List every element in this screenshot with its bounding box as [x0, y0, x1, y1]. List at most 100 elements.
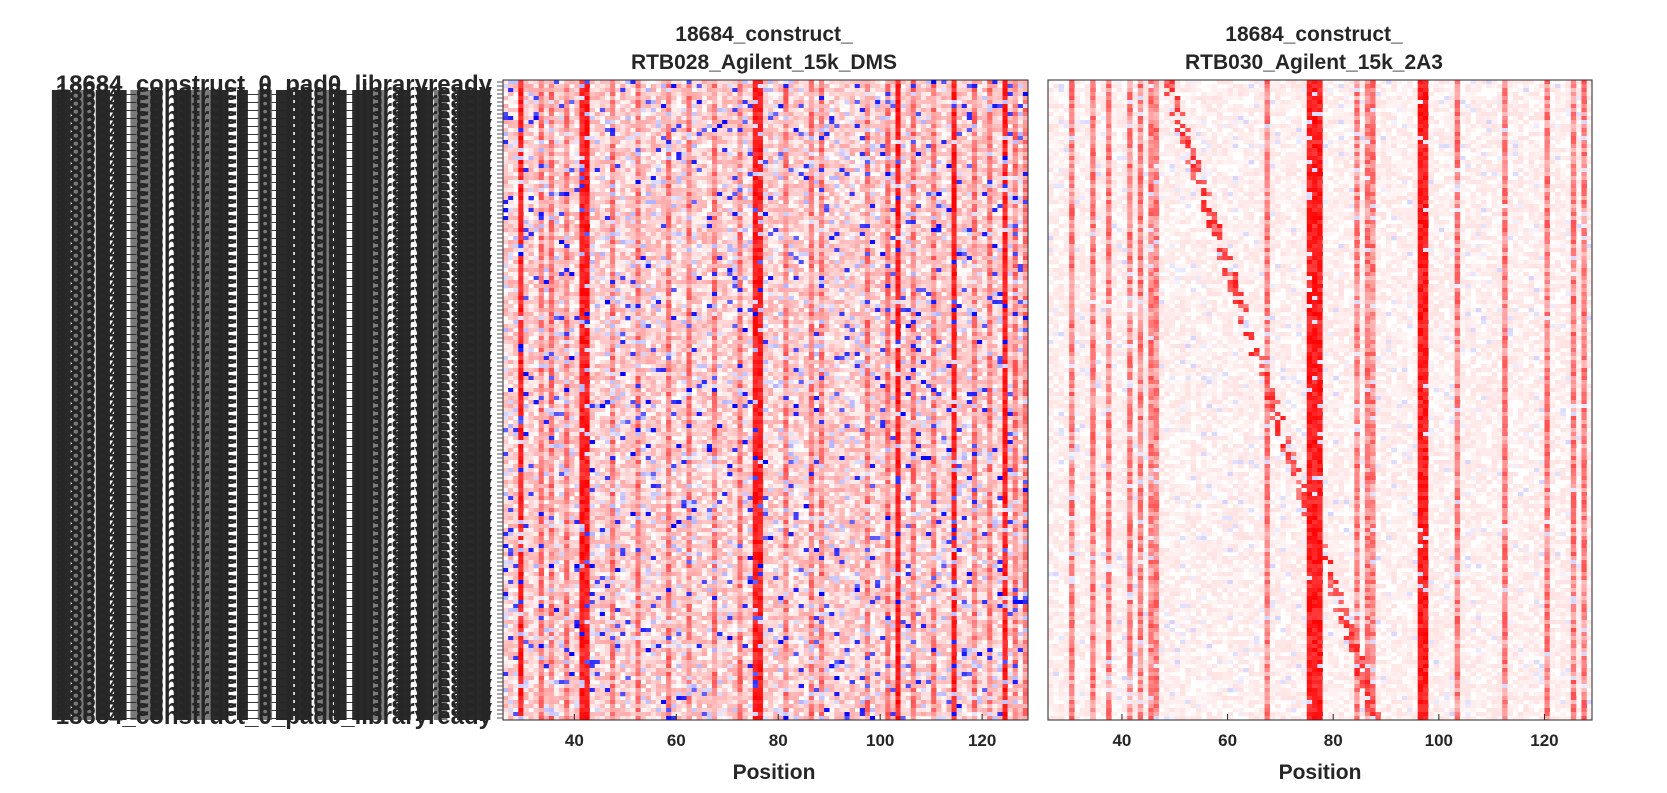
- heatmap-cell: [722, 232, 727, 236]
- heatmap-cell: [508, 112, 513, 116]
- heatmap-cell: [758, 144, 763, 148]
- heatmap-cell: [518, 160, 523, 164]
- heatmap-cell: [579, 96, 584, 100]
- heatmap-cell: [503, 204, 508, 208]
- heatmap-cell: [783, 228, 788, 232]
- heatmap-cell: [513, 196, 518, 200]
- heatmap-cell: [518, 92, 523, 96]
- heatmap-cell: [641, 140, 646, 144]
- heatmap-cell: [977, 196, 982, 200]
- heatmap-cell: [544, 216, 549, 220]
- heatmap-cell: [666, 208, 671, 212]
- heatmap-cell: [620, 152, 625, 156]
- heatmap-cell: [901, 240, 906, 244]
- heatmap-cell: [636, 132, 641, 136]
- heatmap-cell: [518, 240, 523, 244]
- heatmap-cell: [528, 108, 533, 112]
- heatmap-cell: [620, 168, 625, 172]
- heatmap-cell: [625, 272, 630, 276]
- heatmap-cell: [513, 136, 518, 140]
- heatmap-cell: [595, 272, 600, 276]
- heatmap-cell: [799, 268, 804, 272]
- heatmap-cell: [829, 244, 834, 248]
- heatmap-cell: [834, 112, 839, 116]
- heatmap-cell: [758, 200, 763, 204]
- heatmap-cell: [819, 132, 824, 136]
- heatmap-cell: [972, 160, 977, 164]
- heatmap-cell: [610, 252, 615, 256]
- heatmap-cell: [641, 260, 646, 264]
- heatmap-cell: [885, 188, 890, 192]
- heatmap-cell: [875, 148, 880, 152]
- heatmap-cell: [707, 136, 712, 140]
- heatmap-cell: [554, 84, 559, 88]
- heatmap-cell: [564, 96, 569, 100]
- heatmap-cell: [865, 144, 870, 148]
- heatmap-cell: [773, 208, 778, 212]
- heatmap-cell: [508, 120, 513, 124]
- heatmap-cell: [605, 276, 610, 280]
- heatmap-cell: [743, 232, 748, 236]
- heatmap-cell: [824, 204, 829, 208]
- heatmap-cell: [753, 96, 758, 100]
- heatmap-cell: [707, 172, 712, 176]
- heatmap-cell: [625, 192, 630, 196]
- heatmap-cell: [987, 104, 992, 108]
- heatmap-cell: [615, 216, 620, 220]
- heatmap-cell: [544, 100, 549, 104]
- heatmap-cell: [977, 100, 982, 104]
- heatmap-cell: [549, 244, 554, 248]
- heatmap-cell: [1023, 144, 1028, 148]
- heatmap-cell: [539, 276, 544, 280]
- heatmap-cell: [814, 192, 819, 196]
- heatmap-cell: [651, 236, 656, 240]
- heatmap-cell: [1008, 172, 1013, 176]
- heatmap-cell: [579, 232, 584, 236]
- heatmap-cell: [544, 84, 549, 88]
- heatmap-cell: [681, 112, 686, 116]
- heatmap-cell: [702, 80, 707, 84]
- heatmap-cell: [539, 212, 544, 216]
- heatmap-cell: [717, 132, 722, 136]
- heatmap-cell: [829, 252, 834, 256]
- heatmap-cell: [962, 144, 967, 148]
- heatmap-cell: [656, 256, 661, 260]
- heatmap-cell: [946, 192, 951, 196]
- heatmap-cell: [1013, 212, 1018, 216]
- heatmap-cell: [610, 132, 615, 136]
- heatmap-cell: [916, 236, 921, 240]
- heatmap-cell: [630, 132, 635, 136]
- heatmap-cell: [946, 236, 951, 240]
- heatmap-cell: [850, 188, 855, 192]
- heatmap-cell: [977, 124, 982, 128]
- heatmap-cell: [539, 144, 544, 148]
- heatmap-cell: [585, 112, 590, 116]
- heatmap-cell: [783, 196, 788, 200]
- heatmap-cell: [737, 168, 742, 172]
- heatmap-cell: [885, 136, 890, 140]
- heatmap-cell: [819, 228, 824, 232]
- heatmap-cell: [605, 136, 610, 140]
- heatmap-cell: [809, 136, 814, 140]
- heatmap-cell: [737, 256, 742, 260]
- heatmap-cell: [630, 148, 635, 152]
- heatmap-cell: [528, 160, 533, 164]
- heatmap-cell: [585, 140, 590, 144]
- heatmap-cell: [763, 136, 768, 140]
- heatmap-cell: [794, 88, 799, 92]
- heatmap-cell: [692, 240, 697, 244]
- heatmap-cell: [804, 128, 809, 132]
- heatmap-cell: [636, 136, 641, 140]
- heatmap-cell: [758, 84, 763, 88]
- heatmap-cell: [1023, 236, 1028, 240]
- heatmap-cell: [732, 240, 737, 244]
- heatmap-cell: [936, 216, 941, 220]
- heatmap-cell: [1003, 112, 1008, 116]
- heatmap-cell: [860, 184, 865, 188]
- heatmap-cell: [636, 124, 641, 128]
- heatmap-cell: [962, 176, 967, 180]
- heatmap-cell: [513, 276, 518, 280]
- heatmap-cell: [855, 80, 860, 84]
- heatmap-cell: [946, 112, 951, 116]
- heatmap-cell: [855, 196, 860, 200]
